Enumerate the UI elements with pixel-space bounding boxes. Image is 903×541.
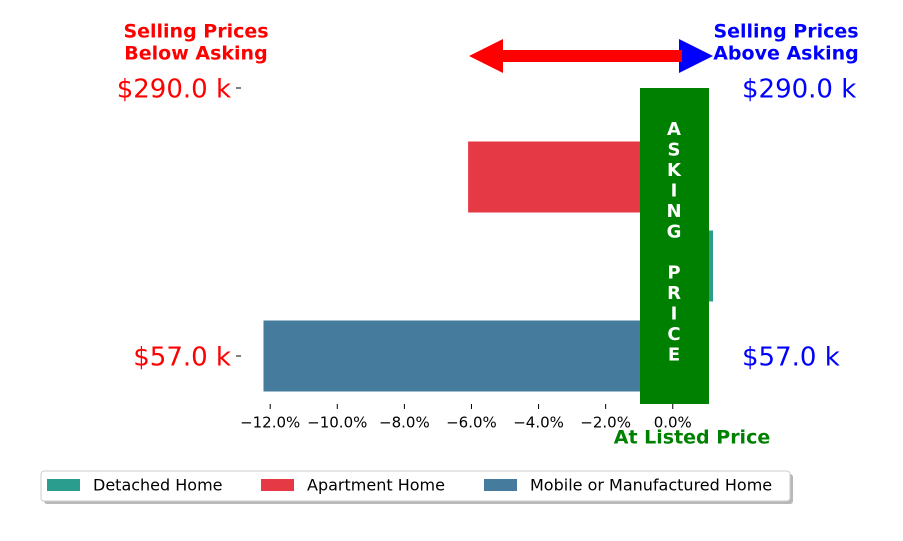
- arrow-right: [679, 39, 713, 73]
- letter: E: [668, 345, 680, 366]
- x-tick-label: −6.0%: [446, 414, 497, 432]
- x-tick-label: −12.0%: [240, 414, 300, 432]
- plot: −12.0% −10.0% −8.0% −6.0% −4.0% −2.0% 0.0% $290…: [117, 75, 857, 432]
- left-label: $57.0 k: [133, 343, 231, 373]
- x-tick-label: −2.0%: [580, 414, 631, 432]
- letter: P: [667, 263, 680, 284]
- bottom-label: At Listed Price: [614, 427, 770, 449]
- bar: [263, 320, 673, 392]
- letter: R: [667, 283, 681, 304]
- letter: N: [666, 201, 681, 222]
- right-title: Selling Prices: [713, 21, 858, 43]
- x-tick-label: −8.0%: [379, 414, 430, 432]
- left-title: Below Asking: [124, 43, 267, 65]
- legend-swatch: [47, 479, 80, 491]
- letter: C: [667, 324, 680, 345]
- legend-label: Mobile or Manufactured Home: [530, 476, 772, 495]
- legend-swatch: [261, 479, 294, 491]
- legend-items: Detached Home Apartment Home Mobile or Man…: [47, 476, 772, 495]
- right-title: Above Asking: [713, 43, 859, 65]
- letter: A: [667, 119, 681, 140]
- right-label: $57.0 k: [742, 343, 840, 373]
- left-title: Selling Prices: [123, 21, 268, 43]
- arrow: [469, 39, 713, 73]
- x-tick-label: −4.0%: [513, 414, 564, 432]
- letter: I: [671, 304, 678, 325]
- legend-swatch: [484, 479, 517, 491]
- legend-box: [40, 470, 791, 502]
- letter: S: [668, 140, 681, 161]
- bar: [468, 141, 673, 213]
- legend: Detached Home Apartment Home Mobile or Man…: [40, 470, 793, 504]
- x-tick-label: 0.0%: [654, 414, 692, 432]
- legend-label: Detached Home: [93, 476, 223, 495]
- x-tick-label: −10.0%: [307, 414, 367, 432]
- right-label: $290.0 k: [742, 75, 856, 105]
- left-label: $290.0 k: [117, 75, 231, 105]
- letter: [671, 242, 677, 263]
- legend-label: Apartment Home: [307, 476, 445, 495]
- letter: K: [667, 160, 682, 181]
- letter: I: [671, 181, 678, 202]
- letter: G: [667, 222, 682, 243]
- asking-price-box: [640, 88, 709, 404]
- arrow-left: [469, 39, 690, 73]
